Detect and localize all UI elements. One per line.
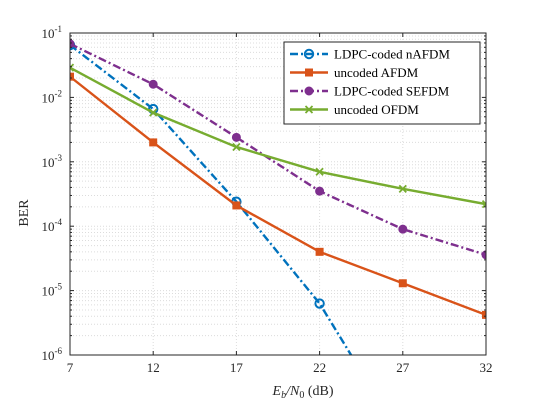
series-line — [70, 66, 486, 206]
y-tick-label: 10-2 — [42, 88, 63, 105]
y-tick-label: 10-6 — [42, 346, 63, 363]
legend-marker — [304, 86, 314, 96]
x-tick-label: 12 — [147, 360, 160, 375]
data-point — [149, 138, 158, 147]
legend-label: LDPC-coded nAFDM — [334, 47, 450, 62]
data-point — [148, 79, 158, 89]
legend-marker — [305, 68, 313, 77]
data-point — [70, 39, 75, 49]
data-point — [70, 72, 74, 81]
y-tick-label: 10-4 — [42, 217, 63, 234]
plot-frame — [69, 32, 487, 356]
series-1 — [70, 72, 486, 319]
axes: 7 12 17 22 27 32 10-6 10-5 10-4 10-3 10-2 10-1 — [42, 24, 493, 375]
legend-marker — [303, 48, 315, 60]
data-point — [481, 200, 486, 209]
data-point — [398, 279, 407, 288]
y-tick-label: 10-5 — [42, 282, 63, 299]
data-point — [315, 247, 324, 256]
data-point — [315, 186, 325, 196]
legend: LDPC-coded nAFDM uncoded AFDM LDPC-coded S… — [283, 41, 481, 125]
data-point — [149, 108, 158, 117]
data-point — [482, 310, 486, 319]
x-tick-label: 32 — [480, 360, 493, 375]
x-tick-label: 27 — [396, 360, 410, 375]
x-tick-label: 22 — [313, 360, 326, 375]
y-tick-label: 10-1 — [42, 24, 63, 41]
x-tick-label: 7 — [67, 360, 74, 375]
data-point — [231, 132, 241, 142]
legend-label: uncoded AFDM — [334, 65, 419, 80]
series-2 — [70, 39, 486, 260]
series-line — [70, 75, 486, 316]
data-point — [232, 201, 241, 210]
series-line — [70, 42, 486, 256]
series-group — [70, 39, 486, 355]
data-point — [232, 142, 241, 152]
grid — [69, 33, 487, 355]
y-tick-label: 10-3 — [42, 153, 63, 170]
legend-label: uncoded OFDM — [334, 102, 419, 117]
data-point — [315, 167, 324, 176]
data-point — [70, 63, 75, 72]
data-point — [314, 298, 325, 309]
legend-label: LDPC-coded SEFDM — [334, 84, 450, 99]
y-axis-label: BER — [17, 199, 32, 227]
data-point — [398, 184, 407, 193]
legend-marker — [304, 105, 314, 114]
x-axis-label: Eb/N0 (dB) — [272, 384, 334, 401]
series-3 — [70, 63, 486, 209]
x-tick-label: 17 — [230, 360, 244, 375]
data-point — [398, 224, 408, 234]
data-point — [481, 250, 486, 260]
